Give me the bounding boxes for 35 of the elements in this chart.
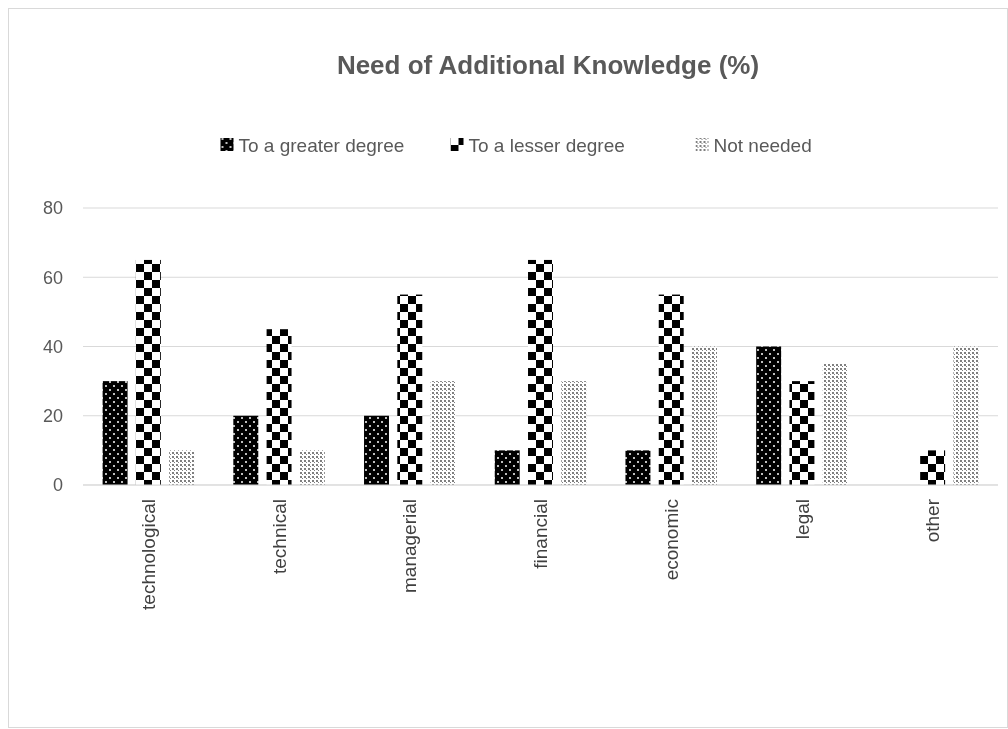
bar <box>364 415 389 485</box>
legend-label: To a greater degree <box>238 134 405 156</box>
bar <box>561 381 587 485</box>
x-tick-label: technological <box>138 499 160 610</box>
x-tick-label: legal <box>791 499 813 540</box>
y-tick-label: 0 <box>52 475 63 496</box>
bar <box>822 363 848 485</box>
bar <box>953 346 979 485</box>
x-tick-label: other <box>922 498 944 543</box>
bar <box>658 294 684 485</box>
y-tick-label: 20 <box>42 406 63 427</box>
y-tick-label: 60 <box>42 267 63 288</box>
legend-label: Not needed <box>713 134 812 156</box>
bar <box>266 329 292 485</box>
bar <box>789 381 815 485</box>
y-tick-label: 80 <box>42 198 63 219</box>
bar <box>397 294 423 485</box>
bar <box>625 450 651 485</box>
bar <box>135 259 161 485</box>
x-tick-label: managerial <box>399 499 421 593</box>
y-tick-label: 40 <box>42 336 63 357</box>
bar <box>528 259 553 485</box>
bar <box>756 346 782 485</box>
x-tick-label: economic <box>660 499 682 581</box>
legend-label: To a lesser degree <box>468 134 625 156</box>
bar <box>169 450 195 485</box>
x-tick-label: financial <box>530 499 552 569</box>
bar <box>102 381 128 485</box>
chart-title: Need of Additional Knowledge (%) <box>336 50 760 80</box>
bar <box>299 450 325 485</box>
bar <box>494 450 520 485</box>
bar <box>430 381 456 485</box>
bar <box>233 415 259 485</box>
x-tick-label: technical <box>268 499 290 574</box>
bar <box>692 346 717 485</box>
